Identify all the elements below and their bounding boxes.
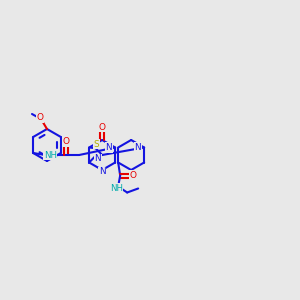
Text: O: O: [37, 113, 44, 122]
Text: NH: NH: [110, 184, 123, 193]
Text: O: O: [63, 137, 70, 146]
Text: O: O: [130, 171, 137, 180]
Text: N: N: [106, 143, 112, 152]
Text: S: S: [94, 140, 100, 149]
Text: N: N: [99, 167, 106, 176]
Text: O: O: [99, 122, 106, 131]
Text: N: N: [94, 154, 101, 163]
Text: NH: NH: [44, 151, 57, 160]
Text: N: N: [134, 143, 141, 152]
